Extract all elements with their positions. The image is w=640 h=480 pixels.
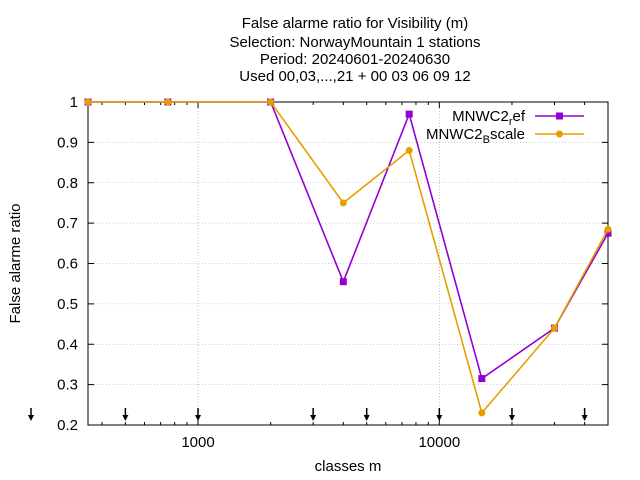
y-axis: 0.2 0.3 0.4 0.5 0.6 0.7 0.8 0.9 1 <box>57 94 608 434</box>
data-point <box>478 409 486 417</box>
data-point <box>405 146 413 154</box>
chart-title-line-2: Selection: NorwayMountain 1 stations <box>229 34 481 51</box>
chart-title-line-1: False alarme ratio for Visibility (m) <box>241 15 469 32</box>
data-point <box>339 199 347 207</box>
class-markers <box>28 408 588 421</box>
x-tick-label: 10000 <box>418 434 460 451</box>
data-point <box>604 225 612 233</box>
class-marker-arrow <box>581 415 588 421</box>
series-line <box>88 101 609 380</box>
legend-marker <box>556 130 563 138</box>
class-marker-arrow <box>28 415 34 421</box>
data-point <box>164 98 172 106</box>
y-tick-label: 0.4 <box>57 336 78 353</box>
y-axis-label: False alarme ratio <box>7 203 24 323</box>
series-MNWC2_Bscale <box>84 98 612 417</box>
y-tick-label: 0.6 <box>57 256 78 273</box>
y-tick-label: 0.2 <box>57 417 78 434</box>
series-line <box>88 101 609 415</box>
series-MNWC2_ref <box>84 98 612 383</box>
data-point <box>267 98 275 106</box>
class-marker-arrow <box>436 415 443 421</box>
x-axis-label: classes m <box>315 458 382 475</box>
series-layer <box>84 98 612 417</box>
y-tick-label: 0.8 <box>57 175 78 192</box>
data-point <box>478 375 486 383</box>
class-marker-arrow <box>508 415 515 421</box>
class-marker-arrow <box>363 415 370 421</box>
legend-marker <box>556 112 563 120</box>
class-marker-arrow <box>122 415 129 421</box>
y-tick-label: 0.5 <box>57 296 78 313</box>
class-marker-arrow <box>310 415 317 421</box>
chart-title-line-4: Used 00,03,...,21 + 00 03 06 09 12 <box>239 68 471 85</box>
x-tick-label: 1000 <box>181 434 214 451</box>
legend-label: MNWC2ref <box>452 108 526 128</box>
data-point <box>604 229 612 237</box>
y-tick-label: 0.3 <box>57 377 78 394</box>
data-point <box>84 98 92 106</box>
data-point <box>550 324 558 332</box>
x-axis: 1000 10000 <box>101 102 586 451</box>
data-point <box>339 278 347 286</box>
class-marker-arrow <box>195 415 202 421</box>
legend-label: MNWC2Bscale <box>426 126 525 146</box>
data-point <box>405 110 413 118</box>
grid-lines <box>88 102 608 425</box>
y-tick-label: 1 <box>70 94 78 111</box>
y-tick-label: 0.7 <box>57 215 78 232</box>
y-tick-label: 0.9 <box>57 134 78 151</box>
chart-title-line-3: Period: 20240601-20240630 <box>259 51 451 68</box>
